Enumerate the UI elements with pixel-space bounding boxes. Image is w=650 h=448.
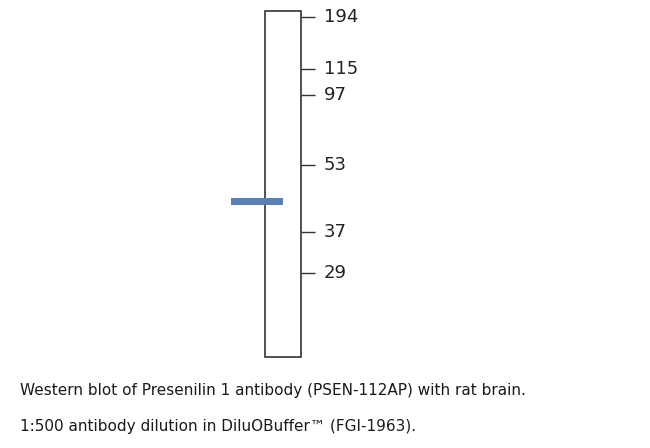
Text: Western blot of Presenilin 1 antibody (PSEN-112AP) with rat brain.: Western blot of Presenilin 1 antibody (P… xyxy=(20,383,525,398)
Text: 37: 37 xyxy=(324,224,346,241)
Bar xyxy=(231,198,283,205)
Text: 115: 115 xyxy=(324,60,358,78)
Text: 97: 97 xyxy=(324,86,346,104)
Text: 53: 53 xyxy=(324,156,346,174)
Text: 1:500 antibody dilution in DiluOBuffer™ (FGI-1963).: 1:500 antibody dilution in DiluOBuffer™ … xyxy=(20,419,415,434)
Bar xyxy=(265,11,301,357)
Text: 194: 194 xyxy=(324,8,358,26)
Text: 29: 29 xyxy=(324,264,346,282)
